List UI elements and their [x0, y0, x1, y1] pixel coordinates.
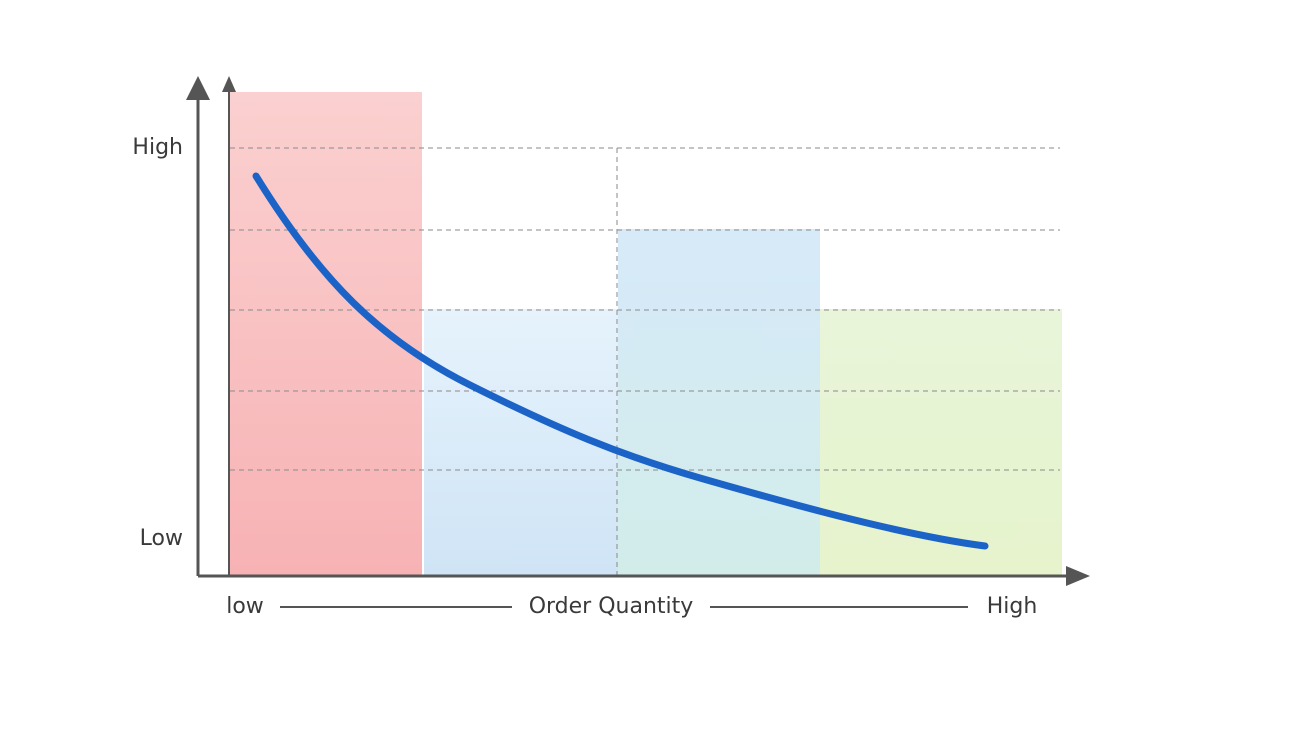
x-high-label: High [987, 594, 1038, 619]
zone-blue-tall [618, 229, 820, 575]
x-low-label: low [226, 594, 264, 619]
y-low-label: Low [140, 526, 183, 551]
zone-green [820, 309, 1062, 575]
axes [186, 76, 1090, 586]
y-axis-inner-arrow [222, 76, 236, 92]
y-high-label: High [132, 135, 183, 160]
grid [230, 147, 1060, 575]
cost-curve [252, 172, 989, 550]
x-axis-arrow [1066, 566, 1090, 586]
x-axis-title: Order Quantity [529, 594, 694, 619]
y-axis-arrow [186, 76, 210, 100]
